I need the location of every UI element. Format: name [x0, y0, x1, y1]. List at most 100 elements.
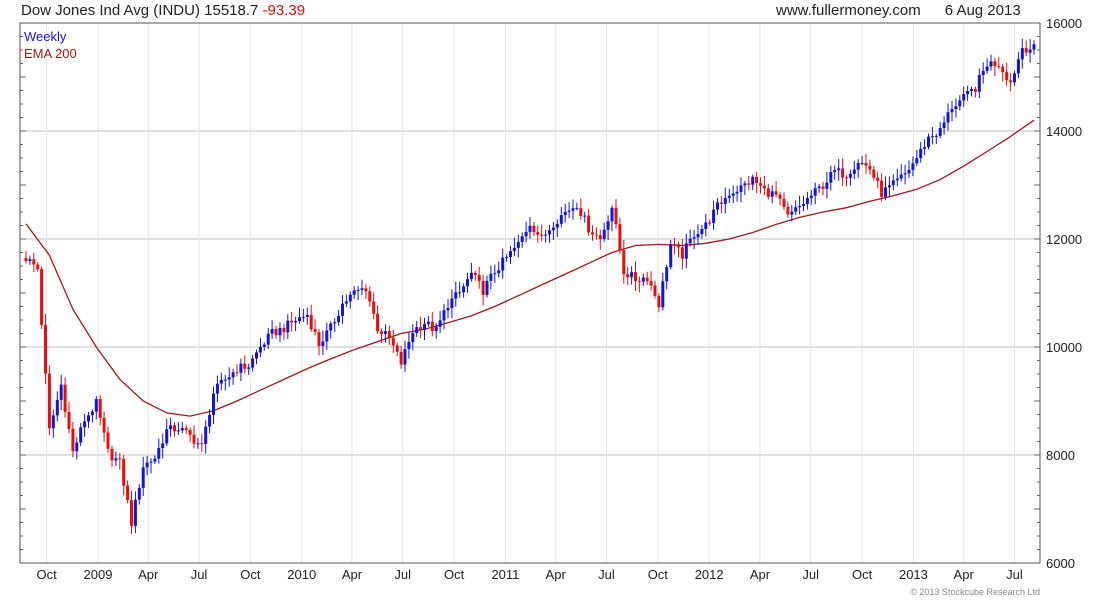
weekly-bar-body	[594, 234, 598, 236]
plot-area	[20, 23, 1040, 563]
weekly-bar-body	[344, 301, 348, 304]
weekly-bar-body	[458, 292, 462, 294]
weekly-bar-body	[329, 323, 333, 331]
weekly-bar-body	[71, 428, 75, 452]
weekly-bar-body	[423, 324, 426, 330]
weekly-bar-body	[352, 290, 356, 295]
y-axis-labels: 6000 8000 10000 12000 14000 16000	[1046, 16, 1082, 571]
weekly-bar-body	[485, 280, 489, 295]
weekly-bar-body	[751, 176, 755, 185]
weekly-bar-body	[1028, 49, 1032, 53]
weekly-bar-body	[845, 177, 848, 179]
weekly-bar-body	[383, 331, 387, 334]
weekly-bar-body	[618, 224, 622, 251]
weekly-bar-body	[520, 236, 524, 242]
price-change: -93.39	[262, 2, 306, 19]
weekly-bar-body	[669, 244, 673, 268]
weekly-bar-body	[692, 237, 696, 239]
weekly-bar-body	[786, 206, 790, 215]
weekly-bar-body	[712, 209, 716, 224]
weekly-bar-body	[59, 384, 63, 400]
weekly-bar-body	[571, 208, 575, 211]
weekly-bar-body	[704, 222, 708, 229]
weekly-bar-body	[923, 147, 927, 149]
weekly-bar-body	[180, 428, 184, 431]
weekly-bar-body	[407, 342, 411, 350]
weekly-bar-body	[661, 281, 665, 308]
weekly-bar-body	[106, 432, 110, 449]
legend-ema-200: EMA 200	[24, 46, 77, 61]
weekly-bar-body	[606, 221, 610, 230]
weekly-bar-body	[634, 272, 637, 282]
weekly-bar-body	[731, 193, 735, 196]
weekly-bar-body	[251, 358, 255, 368]
weekly-bar-body	[653, 285, 657, 296]
weekly-bar-body	[766, 188, 770, 197]
weekly-bar-body	[372, 301, 376, 314]
chart-header-right: www.fullermoney.com 6 Aug 2013	[776, 2, 1021, 19]
weekly-bar-body	[403, 349, 407, 365]
weekly-bar-body	[559, 215, 563, 224]
weekly-bar-body	[348, 294, 352, 302]
copyright-notice: © 2013 Stockcube Research Ltd	[910, 587, 1040, 597]
weekly-bar-body	[802, 204, 805, 206]
weekly-bar-body	[489, 273, 493, 281]
weekly-bar-body	[962, 94, 966, 101]
x-tick-label-7: Jul	[394, 567, 411, 582]
weekly-bar-body	[223, 379, 227, 381]
weekly-bar-body	[75, 442, 79, 452]
weekly-bar-body	[1005, 72, 1009, 81]
weekly-bar-body	[450, 298, 454, 308]
weekly-bar-body	[184, 428, 188, 430]
weekly-bar-body	[231, 372, 235, 378]
weekly-bar-body	[333, 322, 337, 324]
weekly-bar-body	[321, 341, 325, 346]
weekly-bar-body	[977, 75, 981, 92]
weekly-bar-body	[981, 70, 985, 76]
weekly-bar-body	[258, 346, 262, 353]
x-tick-label-13: 2012	[695, 567, 724, 582]
weekly-bar-body	[841, 168, 845, 178]
last-price: 15518.7	[204, 2, 259, 19]
weekly-bar-body	[51, 415, 55, 429]
weekly-bar-body	[110, 448, 114, 461]
weekly-bar-body	[688, 238, 692, 244]
weekly-bar-body	[317, 332, 321, 346]
weekly-bar-body	[1016, 59, 1020, 74]
weekly-bar-body	[192, 434, 196, 444]
weekly-bar-body	[966, 91, 970, 95]
y-tick-label-12000: 12000	[1046, 232, 1082, 247]
weekly-bar-body	[673, 244, 677, 245]
weekly-bar-body	[294, 321, 298, 323]
weekly-bar-body	[399, 351, 403, 365]
weekly-bar-body	[67, 412, 71, 429]
weekly-bar-body	[884, 187, 887, 197]
weekly-bar-body	[915, 158, 919, 164]
weekly-bar-body	[227, 377, 231, 380]
weekly-bar-body	[626, 274, 630, 278]
weekly-bar-body	[598, 235, 602, 240]
weekly-bar-body	[87, 415, 90, 422]
x-tick-label-1: 2009	[84, 567, 113, 582]
weekly-bar-body	[63, 384, 67, 412]
weekly-bar-body	[141, 467, 145, 488]
weekly-bar-body	[454, 292, 458, 299]
y-tick-label-16000: 16000	[1046, 16, 1082, 31]
weekly-bar-body	[934, 135, 938, 137]
weekly-bar-body	[133, 499, 137, 526]
weekly-bar-body	[770, 191, 774, 197]
weekly-bar-body	[1009, 80, 1013, 83]
weekly-bar-body	[274, 329, 278, 336]
weekly-bar-body	[798, 205, 802, 208]
weekly-bar-body	[24, 257, 28, 261]
x-tick-label-12: Oct	[648, 567, 669, 582]
weekly-bar-body	[446, 308, 450, 311]
weekly-bar-body	[266, 333, 270, 345]
x-tick-label-14: Apr	[750, 567, 771, 582]
weekly-bar-body	[426, 321, 430, 325]
weekly-bar-body	[645, 277, 649, 282]
weekly-bar-body	[919, 148, 923, 159]
weekly-bar-body	[864, 163, 868, 166]
x-tick-label-8: Oct	[444, 567, 465, 582]
